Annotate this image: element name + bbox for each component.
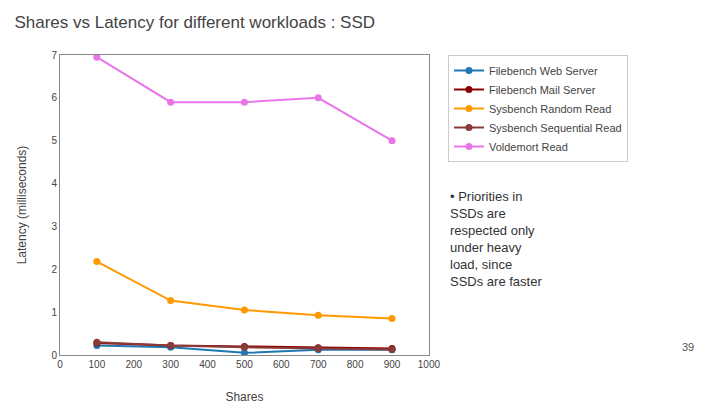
svg-text:Latency (milliseconds): Latency (milliseconds) [15,146,29,265]
svg-text:900: 900 [384,359,401,370]
svg-text:39: 39 [682,341,694,353]
svg-text:7: 7 [51,50,57,61]
svg-text:Filebench Mail Server: Filebench Mail Server [489,84,596,96]
svg-text:4: 4 [51,178,57,189]
svg-text:Shares: Shares [225,390,263,404]
svg-text:800: 800 [347,359,364,370]
svg-text:700: 700 [310,359,327,370]
svg-text:400: 400 [199,359,216,370]
svg-text:• Priorities inSSDs arerespect: • Priorities inSSDs arerespected onlyund… [450,189,542,289]
svg-text:0: 0 [57,359,63,370]
svg-text:1: 1 [51,307,57,318]
svg-text:600: 600 [273,359,290,370]
svg-text:Shares vs Latency for differen: Shares vs Latency for different workload… [14,13,375,32]
svg-text:100: 100 [89,359,106,370]
svg-text:300: 300 [162,359,179,370]
svg-text:1000: 1000 [418,359,441,370]
svg-text:5: 5 [51,135,57,146]
svg-text:3: 3 [51,221,57,232]
svg-text:500: 500 [236,359,253,370]
svg-text:0: 0 [51,350,57,361]
svg-text:Sysbench Random Read: Sysbench Random Read [489,103,611,115]
svg-text:Sysbench Sequential Read: Sysbench Sequential Read [489,122,622,134]
svg-text:Voldemort Read: Voldemort Read [489,141,568,153]
svg-text:6: 6 [51,92,57,103]
svg-text:200: 200 [125,359,142,370]
svg-text:Filebench Web Server: Filebench Web Server [489,65,598,77]
svg-text:2: 2 [51,264,57,275]
